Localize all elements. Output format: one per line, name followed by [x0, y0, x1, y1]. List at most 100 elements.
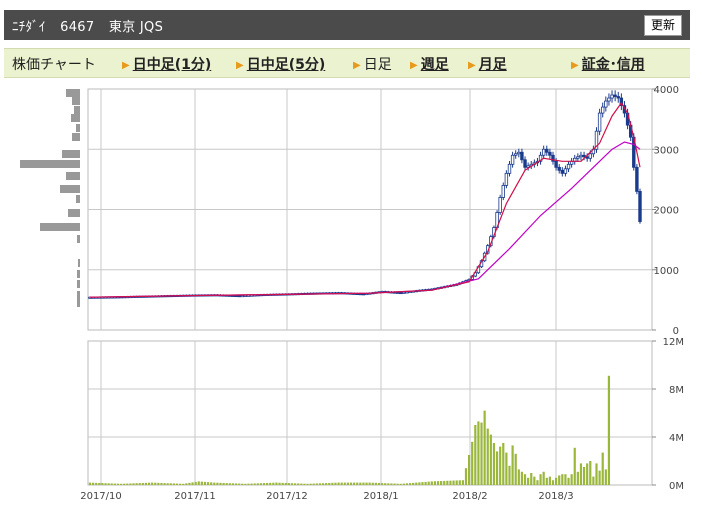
volume-bar — [169, 483, 172, 485]
chart-period-tabs: 株価チャート ▶ 日中足(1分) ▶ 日中足(5分) ▶ 日足 ▶ 週足 ▶ 月足 ▶ 証金… — [4, 48, 690, 78]
volume-bar — [589, 461, 592, 485]
volume-bar — [132, 483, 135, 485]
volume-bar — [135, 483, 138, 485]
volume-y-tick-label: 0M — [669, 481, 684, 492]
price-candle — [563, 168, 568, 174]
volume-bar — [269, 482, 272, 485]
volume-profile-bar — [78, 259, 80, 267]
volume-bar — [443, 480, 446, 485]
tab-intraday-5min[interactable]: ▶ 日中足(5分) — [236, 57, 326, 73]
volume-bar — [328, 482, 331, 485]
volume-bar — [517, 469, 520, 485]
volume-bar — [253, 483, 256, 485]
arrow-right-icon: ▶ — [353, 60, 361, 71]
volume-bar — [225, 483, 228, 485]
price-candle — [551, 154, 555, 162]
tab-weekly[interactable]: ▶ 週足 — [410, 57, 449, 73]
volume-bar — [216, 482, 219, 485]
price-candle — [566, 163, 571, 170]
refresh-button[interactable]: 更新 — [643, 15, 682, 36]
volume-bar — [247, 483, 250, 485]
moving-average-short-line — [89, 101, 641, 298]
volume-bar — [387, 483, 390, 485]
volume-bar — [520, 471, 524, 485]
volume-bar — [306, 483, 309, 485]
volume-bar — [548, 476, 551, 485]
price-candle — [619, 97, 624, 106]
volume-bar — [337, 482, 340, 485]
price-candle — [507, 163, 512, 174]
volume-bar — [427, 481, 430, 485]
volume-bar — [592, 476, 595, 485]
tab-margin-credit[interactable]: ▶ 証金･信用 — [571, 57, 645, 73]
volume-bar — [154, 482, 157, 485]
volume-bar — [424, 481, 427, 485]
volume-bar — [601, 452, 604, 485]
price-candle — [557, 166, 561, 171]
volume-bar — [542, 471, 545, 485]
price-candle — [237, 295, 241, 298]
price-candle — [604, 100, 608, 108]
volume-bar — [396, 483, 399, 485]
price-candle — [538, 154, 543, 162]
price-candle — [594, 130, 599, 150]
volume-bar — [598, 470, 601, 485]
volume-bar — [126, 483, 129, 485]
volume-bar — [194, 481, 197, 485]
volume-bar — [551, 480, 555, 485]
volume-profile-bar — [60, 185, 80, 193]
volume-profile-bar — [77, 235, 80, 243]
volume-bar — [262, 483, 266, 485]
volume-bar — [250, 483, 253, 485]
price-candle — [597, 112, 602, 132]
price-y-tick-label: 1000 — [654, 266, 679, 277]
volume-bar — [144, 482, 148, 485]
volume-bar — [399, 483, 402, 485]
arrow-right-icon: ▶ — [571, 60, 579, 71]
tab-monthly[interactable]: ▶ 月足 — [468, 57, 507, 73]
volume-bar — [477, 421, 480, 485]
tab-stock-chart: 株価チャート — [12, 57, 96, 73]
volume-bar — [421, 482, 424, 485]
volume-bar — [312, 483, 315, 485]
volume-bar — [206, 482, 210, 485]
volume-bar — [275, 482, 278, 485]
volume-bar — [558, 475, 561, 485]
price-candle — [610, 94, 614, 99]
volume-bar — [436, 481, 440, 485]
price-candle — [601, 106, 605, 114]
volume-bar — [210, 482, 213, 485]
tab-intraday-1min[interactable]: ▶ 日中足(1分) — [122, 57, 212, 73]
price-candle — [501, 184, 505, 198]
volume-bar — [179, 483, 182, 485]
volume-bar — [151, 482, 154, 485]
price-candle — [517, 151, 521, 155]
volume-bar — [604, 469, 607, 485]
volume-bar — [402, 483, 405, 485]
volume-profile-bar — [76, 195, 80, 203]
volume-bar — [129, 483, 132, 485]
volume-bar — [266, 482, 269, 485]
volume-profile-bar — [71, 114, 80, 122]
volume-bar — [241, 483, 244, 485]
x-tick-label: 2017/12 — [266, 491, 308, 502]
volume-bar — [185, 483, 188, 485]
price-candle — [638, 191, 642, 222]
volume-bar — [461, 480, 464, 485]
volume-bar — [234, 483, 238, 485]
price-candle — [240, 295, 244, 298]
price-candle — [582, 154, 586, 158]
price-candle — [498, 197, 502, 213]
volume-bar — [527, 477, 530, 485]
volume-bar — [446, 480, 449, 485]
volume-bar — [297, 483, 300, 485]
volume-bar — [172, 483, 175, 485]
x-tick-label: 2018/3 — [538, 491, 573, 502]
volume-profile-bar — [76, 124, 80, 132]
company-name: ﾆﾁﾀﾞｲ — [12, 20, 46, 35]
volume-bar — [359, 482, 362, 485]
volume-bar — [244, 483, 247, 485]
price-candle — [554, 160, 558, 168]
volume-bar — [222, 482, 225, 485]
arrow-right-icon: ▶ — [410, 60, 418, 71]
